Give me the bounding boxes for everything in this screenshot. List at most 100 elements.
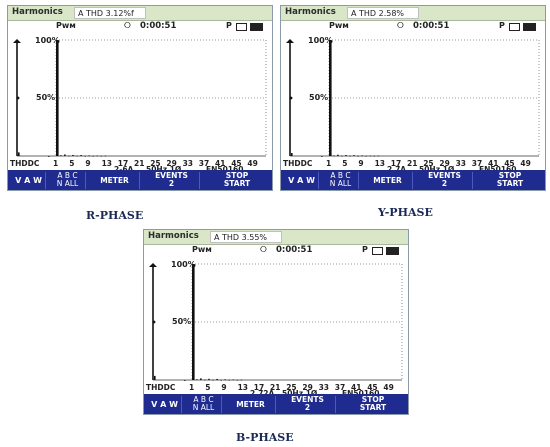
elapsed-time: 0:00:51: [413, 21, 450, 31]
meter-button[interactable]: METER: [226, 396, 276, 413]
info-current: 2-6A: [114, 165, 134, 174]
x-tick-9: 9: [221, 383, 226, 392]
clock-icon: ⭘: [260, 245, 267, 255]
harmonics-chart: 100% 50% 2.7A 50Hz 1Ø EN50160 THDDC 1 5 9 13…: [283, 36, 540, 174]
harmonic-bar-4: [68, 155, 70, 157]
screen-title: Harmonics: [12, 7, 63, 17]
vaw-button[interactable]: V A W: [148, 396, 182, 413]
x-tick-5: 5: [205, 383, 210, 392]
cursor-arrow-icon: [13, 39, 21, 43]
harmonic-bar-4: [341, 155, 343, 157]
y-label-50: 50%: [172, 317, 191, 326]
cursor-marker: [152, 320, 156, 324]
harmonic-bar-dc: [321, 156, 323, 157]
stop-start-button[interactable]: STOP START: [359, 395, 387, 412]
screen-title: Harmonics: [285, 7, 336, 17]
x-tick-17: 17: [391, 159, 401, 168]
x-tick-17: 17: [118, 159, 128, 168]
harmonic-bar-12: [100, 155, 103, 157]
harmonic-bar-10: [228, 379, 231, 381]
harmonic-bar-8: [357, 155, 359, 157]
events-button[interactable]: EVENTS 2: [417, 172, 473, 189]
x-tick-49: 49: [383, 383, 393, 392]
harmonic-bar-7: [353, 155, 355, 156]
meter-button[interactable]: METER: [90, 172, 140, 189]
info-standard: EN50160: [206, 165, 244, 174]
caption-r-phase: R-PHASE: [86, 209, 144, 222]
harmonic-bar-11: [369, 155, 372, 157]
harmonic-bar-11: [96, 155, 99, 157]
cursor-marker: [289, 96, 293, 100]
x-tick-21: 21: [270, 383, 280, 392]
x-tick-13: 13: [238, 383, 248, 392]
x-tick-49: 49: [520, 159, 530, 168]
x-tick-37: 37: [472, 159, 482, 168]
harmonic-bar-12: [236, 379, 239, 381]
harmonic-bar-8: [84, 155, 86, 157]
status-indicator: P: [499, 21, 505, 30]
events-button[interactable]: EVENTS 2: [280, 396, 336, 413]
info-current: 2.7A: [387, 165, 406, 174]
x-tick-1: 1: [53, 159, 58, 168]
x-tick-1: 1: [189, 383, 194, 392]
screen-title: Harmonics: [148, 231, 199, 241]
y-label-100: 100%: [35, 36, 60, 45]
info-frequency: 50Hz 1Ø: [146, 165, 182, 174]
elapsed-time: 0:00:51: [276, 245, 313, 255]
y-label-50: 50%: [36, 93, 55, 102]
info-standard: EN50160: [479, 165, 517, 174]
x-tick-5: 5: [69, 159, 74, 168]
harmonic-bar-13: [377, 155, 380, 157]
caption-b-phase: B-PHASE: [236, 431, 294, 444]
battery-icon: [372, 247, 400, 255]
title-bar: Harmonics A THD 3.12%f: [8, 6, 272, 21]
x-tick-45: 45: [231, 159, 241, 168]
x-tick-41: 41: [351, 383, 361, 392]
harmonics-chart: 100% 50% 2-6A 50Hz 1Ø EN50160 THDDC 1 5 9 13…: [10, 36, 267, 174]
stop-start-button[interactable]: STOP START: [496, 171, 524, 188]
clock-icon: ⭘: [397, 21, 404, 31]
harmonic-bar-10: [92, 155, 95, 157]
harmonic-bar-9: [361, 155, 363, 157]
thd-readout: A THD 3.12%f: [74, 7, 146, 19]
harmonic-bar-thd: [154, 375, 156, 380]
meter-button[interactable]: METER: [363, 172, 413, 189]
harmonic-bar-1: [56, 40, 59, 156]
harmonic-bar-5: [345, 155, 347, 156]
harmonic-bar-6: [76, 155, 78, 157]
x-tick-29: 29: [439, 159, 449, 168]
x-tick-21: 21: [407, 159, 417, 168]
thd-readout: A THD 2.58%: [347, 7, 419, 19]
x-tick-37: 37: [335, 383, 345, 392]
x-tick-29: 29: [166, 159, 176, 168]
info-standard: EN50160: [342, 389, 380, 398]
mode-indicator: Pᴡᴍ: [56, 21, 76, 30]
info-current: 2.72A: [250, 389, 275, 398]
harmonic-bar-7: [216, 378, 218, 380]
x-tick-25: 25: [286, 383, 296, 392]
title-bar: Harmonics A THD 3.55%: [144, 230, 408, 245]
x-tick-thddc: THDDC: [146, 383, 176, 392]
harmonic-bar-4: [204, 379, 206, 381]
x-tick-13: 13: [102, 159, 112, 168]
vaw-button[interactable]: V A W: [12, 172, 46, 189]
stop-start-button[interactable]: STOP START: [223, 171, 251, 188]
harmonic-bar-7: [80, 155, 82, 156]
x-tick-33: 33: [183, 159, 193, 168]
x-tick-41: 41: [488, 159, 498, 168]
harmonic-bar-13: [104, 155, 107, 157]
mode-indicator: Pᴡᴍ: [192, 245, 212, 254]
harmonic-bar-2: [333, 155, 335, 157]
x-tick-45: 45: [367, 383, 377, 392]
harmonic-bar-6: [349, 155, 351, 157]
events-button[interactable]: EVENTS 2: [144, 172, 200, 189]
info-frequency: 50Hz 1Ø: [282, 389, 318, 398]
x-tick-45: 45: [504, 159, 514, 168]
vaw-button[interactable]: V A W: [285, 172, 319, 189]
x-tick-33: 33: [456, 159, 466, 168]
x-tick-9: 9: [85, 159, 90, 168]
y-label-100: 100%: [171, 260, 196, 269]
